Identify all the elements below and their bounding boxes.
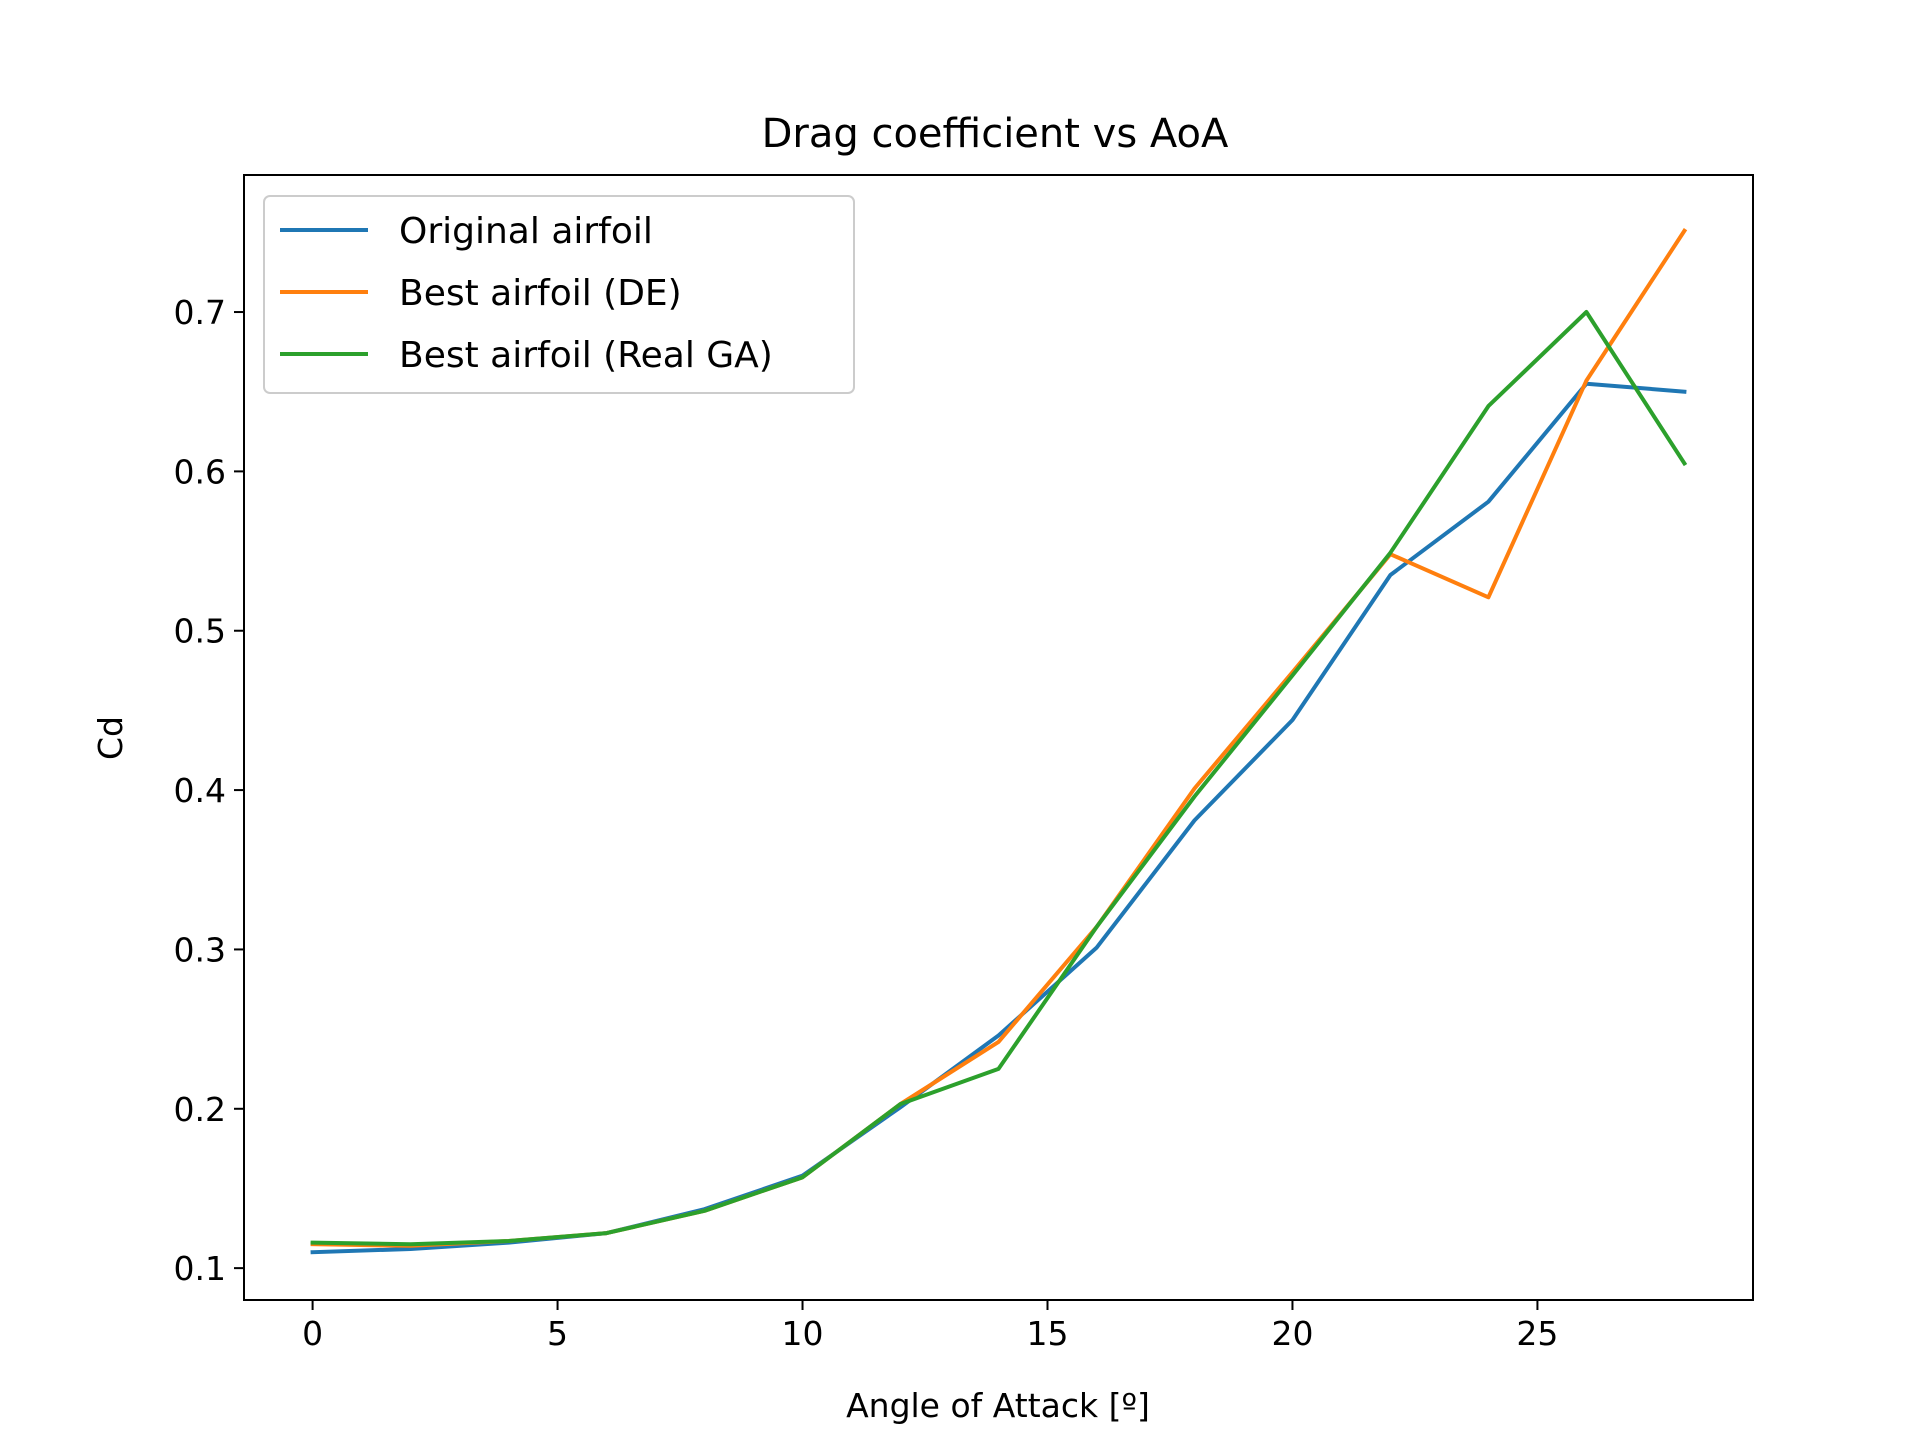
x-axis: 0 5 10 15 20 25	[302, 1300, 1558, 1353]
y-tick-label: 0.4	[174, 771, 226, 810]
x-axis-label: Angle of Attack [º]	[846, 1386, 1150, 1425]
y-axis: 0.1 0.2 0.3 0.4 0.5 0.6 0.7	[174, 293, 244, 1288]
y-axis-label: Cd	[91, 716, 130, 760]
y-tick-label: 0.7	[174, 293, 226, 332]
x-tick-label: 0	[302, 1314, 323, 1353]
y-tick-label: 0.6	[174, 452, 226, 491]
plot-frame	[243, 174, 1754, 1301]
legend: Original airfoil Best airfoil (DE) Best ai…	[263, 195, 855, 394]
chart-title: Drag coefficient vs AoA	[762, 111, 1229, 157]
y-tick-label: 0.1	[174, 1249, 226, 1288]
y-tick-label: 0.2	[174, 1090, 226, 1129]
legend-label: Best airfoil (Real GA)	[399, 335, 773, 376]
legend-label: Original airfoil	[399, 211, 653, 252]
legend-label: Best airfoil (DE)	[399, 273, 682, 314]
y-tick-label: 0.3	[174, 930, 226, 969]
x-tick-label: 25	[1516, 1314, 1558, 1353]
y-tick-label: 0.5	[174, 612, 226, 651]
series-lines	[310, 228, 1688, 1255]
legend-frame	[263, 195, 855, 394]
x-tick-label: 10	[782, 1314, 824, 1353]
series-line-3	[310, 310, 1688, 1247]
x-tick-label: 15	[1026, 1314, 1068, 1353]
x-tick-label: 5	[547, 1314, 568, 1353]
x-tick-label: 20	[1271, 1314, 1313, 1353]
